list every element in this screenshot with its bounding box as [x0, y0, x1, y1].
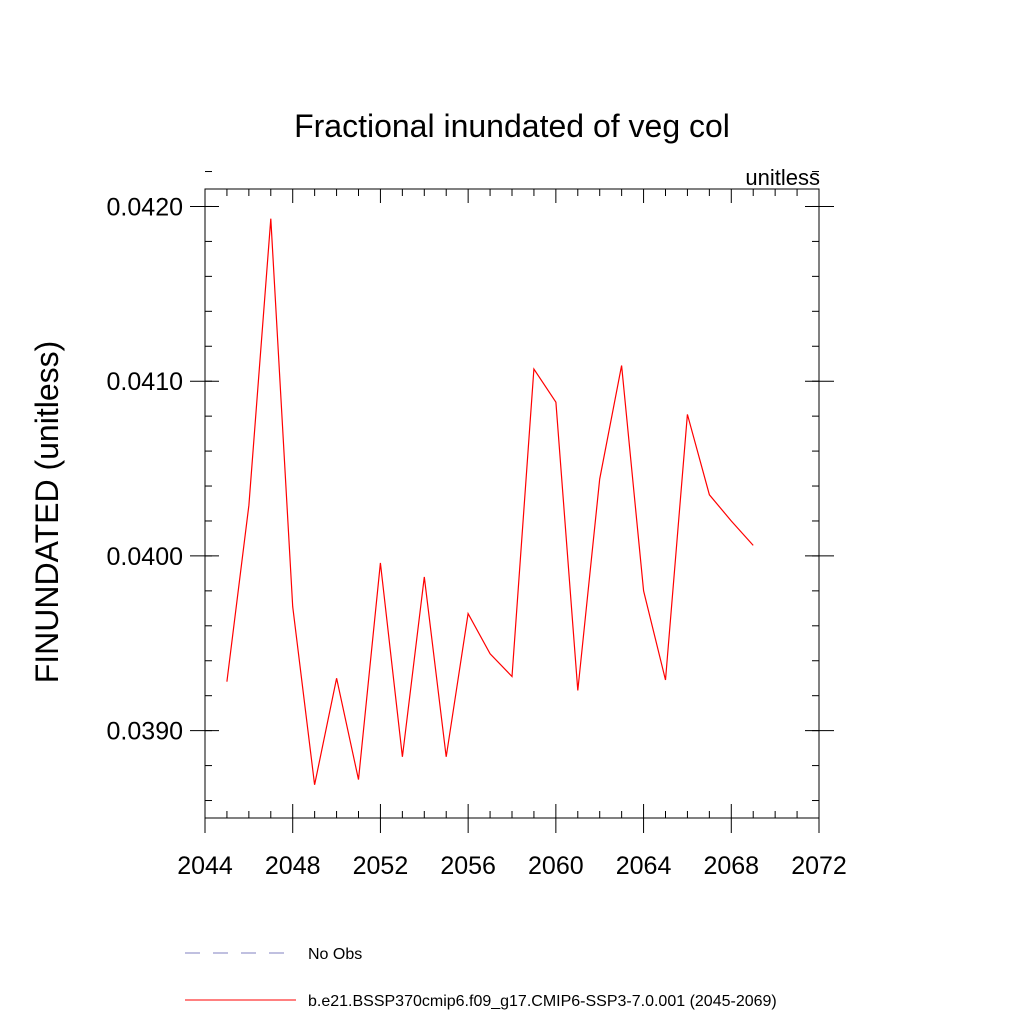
x-tick-label: 2068 [703, 852, 759, 880]
chart-title: Fractional inundated of veg col [294, 108, 730, 144]
y-tick-label: 0.0390 [107, 718, 183, 746]
x-tick-label: 2048 [265, 852, 321, 880]
series-layer [226, 218, 754, 785]
x-tick-label: 2064 [616, 852, 672, 880]
y-tick-label: 0.0420 [107, 193, 183, 221]
legend-label: b.e21.BSSP370cmip6.f09_g17.CMIP6-SSP3-7.… [308, 993, 777, 1010]
legend: No Obs b.e21.BSSP370cmip6.f09_g17.CMIP6-S… [185, 946, 777, 1010]
y-tick-label: 0.0400 [107, 543, 183, 571]
x-tick-label: 2052 [353, 852, 409, 880]
x-tick-label: 2060 [528, 852, 584, 880]
plot-frame [204, 188, 820, 819]
x-tick-label: 2072 [791, 852, 847, 880]
x-tick-label: 2056 [440, 852, 496, 880]
x-tick-label: 2044 [177, 852, 233, 880]
chart-units: unitless [745, 165, 820, 190]
plot-axes: 2044 2048 2052 2056 2060 2064 2068 2072 0.0390 0.… [107, 171, 847, 880]
legend-label: No Obs [308, 946, 362, 963]
y-axis-label: FINUNDATED (unitless) [29, 341, 65, 684]
y-tick-label: 0.0410 [107, 368, 183, 396]
series-line [226, 218, 754, 785]
